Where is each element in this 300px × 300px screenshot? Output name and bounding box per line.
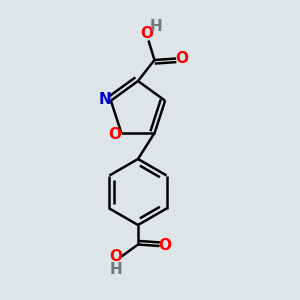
Text: H: H bbox=[110, 262, 122, 278]
Text: O: O bbox=[175, 51, 188, 66]
Text: O: O bbox=[108, 127, 121, 142]
Text: O: O bbox=[140, 26, 154, 41]
Text: H: H bbox=[150, 19, 162, 34]
Text: O: O bbox=[110, 249, 123, 264]
Text: N: N bbox=[99, 92, 112, 107]
Text: O: O bbox=[158, 238, 172, 253]
